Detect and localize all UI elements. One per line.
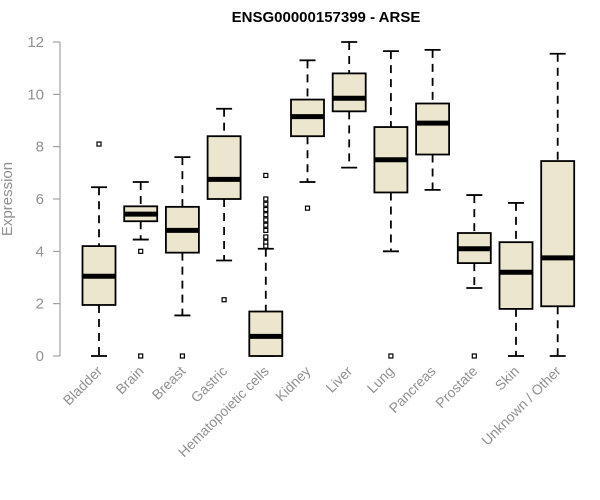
box-group [123,181,159,359]
iqr-box [331,72,367,113]
y-tick-label: 2 [36,296,44,313]
box-group [373,50,409,359]
iqr-box [206,135,242,200]
x-tick-label: Lung [364,363,397,396]
outlier-point [263,201,269,207]
y-tick-label: 0 [36,348,44,365]
x-tick-label: Breast [149,363,189,403]
x-tick-label: Bladder [60,363,106,409]
outlier-point [263,217,269,223]
box-group [498,202,534,357]
iqr-box [415,102,451,156]
x-tick-label: Prostate [432,363,480,411]
x-tick-label: Liver [323,363,356,396]
box-group [415,48,451,191]
outlier-point [96,141,102,147]
box-group [164,156,200,359]
outlier-point [138,353,144,359]
outlier-point [263,222,269,228]
y-axis-ticks: 0 2 4 6 8 10 12 [27,34,60,365]
outlier-point [263,196,269,202]
box-group [540,52,576,357]
y-tick-label: 4 [36,243,44,260]
box-group [81,141,117,357]
iqr-box [498,241,534,310]
box-group [331,41,367,169]
outlier-point [263,206,269,213]
x-tick-label: Brain [112,363,146,397]
y-tick-label: 8 [36,139,44,156]
y-axis-label: Expression [0,162,16,236]
x-tick-label: Skin [492,363,523,394]
y-tick-label: 10 [27,86,44,103]
box-group [456,194,492,359]
x-tick-label: Kidney [272,363,314,405]
outlier-point [263,234,269,240]
box-group [248,172,284,357]
outlier-point [388,353,394,359]
outlier-point [263,172,269,179]
y-tick-label: 12 [27,34,44,51]
outlier-point [471,353,477,359]
x-tick-label: Unknown / Other [478,363,564,449]
iqr-box [248,310,284,357]
outlier-point [138,248,144,254]
outlier-point [263,227,269,233]
iqr-box [540,160,576,308]
box-group [290,59,325,211]
chart-title: ENSG00000157399 - ARSE [232,9,421,26]
outlier-point [221,297,227,303]
outlier-point [263,212,269,218]
outlier-point [263,243,269,249]
box-group [206,107,242,303]
boxes-layer [81,41,576,359]
outlier-point [304,205,311,211]
y-tick-label: 6 [36,191,44,208]
outlier-point [179,353,185,359]
